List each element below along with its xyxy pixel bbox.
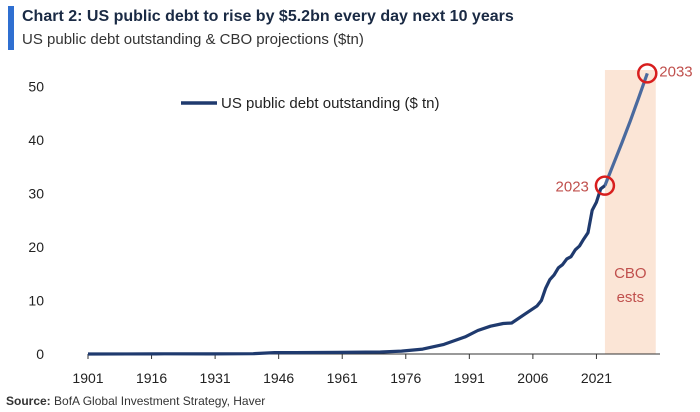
- y-tick-label: 30: [28, 186, 44, 202]
- y-tick-label: 20: [28, 239, 44, 255]
- y-tick-label: 0: [36, 346, 44, 362]
- source-text: BofA Global Investment Strategy, Haver: [54, 394, 266, 408]
- legend-label: US public debt outstanding ($ tn): [221, 95, 439, 112]
- annotation-marker-2033: [637, 63, 658, 84]
- y-tick-label: 40: [28, 132, 44, 148]
- x-tick-label: 1991: [454, 370, 485, 386]
- title-accent-bar: [8, 6, 14, 50]
- y-tick-label: 10: [28, 293, 44, 309]
- x-tick-label: 1961: [327, 370, 358, 386]
- x-tick-label: 2006: [517, 370, 548, 386]
- x-tick-label: 1931: [200, 370, 231, 386]
- annotation-marker-2023: [594, 175, 616, 196]
- annotation-label-2033: 2033: [659, 63, 692, 80]
- series-line-debt: [87, 184, 606, 356]
- x-tick-label: 1901: [72, 370, 103, 386]
- y-tick-label: 50: [28, 79, 44, 95]
- x-tick-label: 2021: [581, 370, 612, 386]
- source-label: Source:: [6, 394, 51, 408]
- chart-subtitle: US public debt outstanding & CBO project…: [22, 31, 364, 48]
- chart-title: Chart 2: US public debt to rise by $5.2b…: [22, 8, 514, 25]
- projection-label-line2: ests: [617, 289, 645, 306]
- projection-label-line1: CBO: [614, 265, 647, 282]
- source-note: Source: BofA Global Investment Strategy,…: [6, 394, 265, 408]
- x-tick-label: 1946: [263, 370, 294, 386]
- annotation-label-2023: 2023: [556, 179, 589, 196]
- x-tick-label: 1916: [136, 370, 167, 386]
- projection-shaded-region: [604, 70, 656, 354]
- x-tick-label: 1976: [390, 370, 421, 386]
- series-line-projection: [603, 72, 649, 187]
